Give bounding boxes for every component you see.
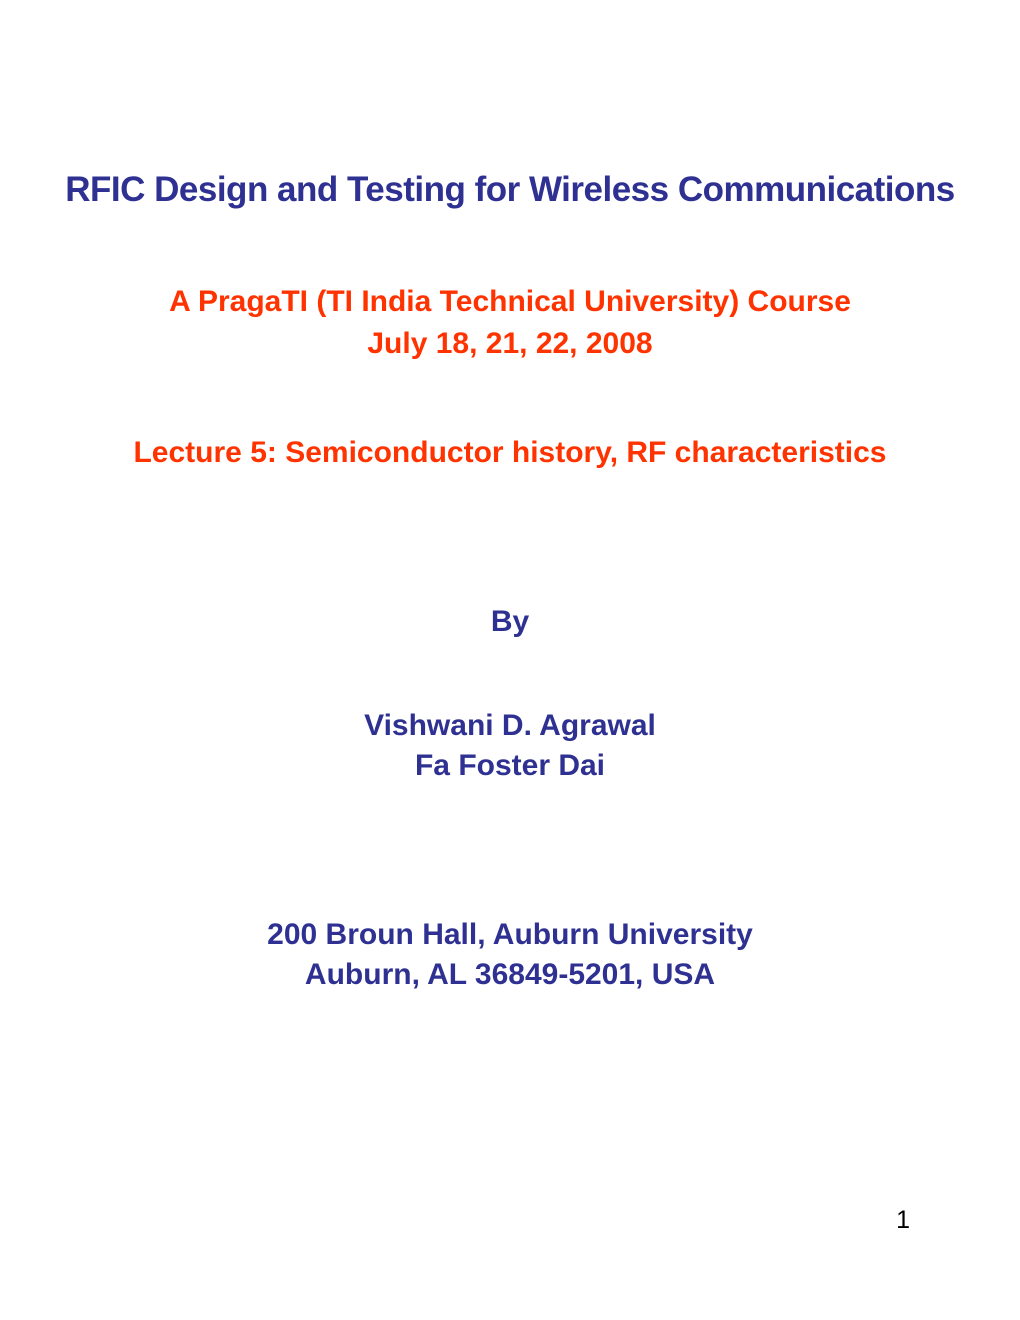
address-line-1: 200 Broun Hall, Auburn University (60, 918, 960, 952)
slide-container: RFIC Design and Testing for Wireless Com… (0, 0, 1020, 1320)
main-title: RFIC Design and Testing for Wireless Com… (60, 170, 960, 210)
lecture-title: Lecture 5: Semiconductor history, RF cha… (60, 436, 960, 470)
by-label: By (60, 605, 960, 639)
page-number: 1 (896, 1206, 910, 1235)
course-dates: July 18, 21, 22, 2008 (60, 327, 960, 361)
authors-block: Vishwani D. Agrawal Fa Foster Dai (60, 709, 960, 783)
author-1: Vishwani D. Agrawal (60, 709, 960, 743)
address-line-2: Auburn, AL 36849-5201, USA (60, 958, 960, 992)
course-name: A PragaTI (TI India Technical University… (60, 285, 960, 319)
author-2: Fa Foster Dai (60, 749, 960, 783)
address-block: 200 Broun Hall, Auburn University Auburn… (60, 918, 960, 992)
